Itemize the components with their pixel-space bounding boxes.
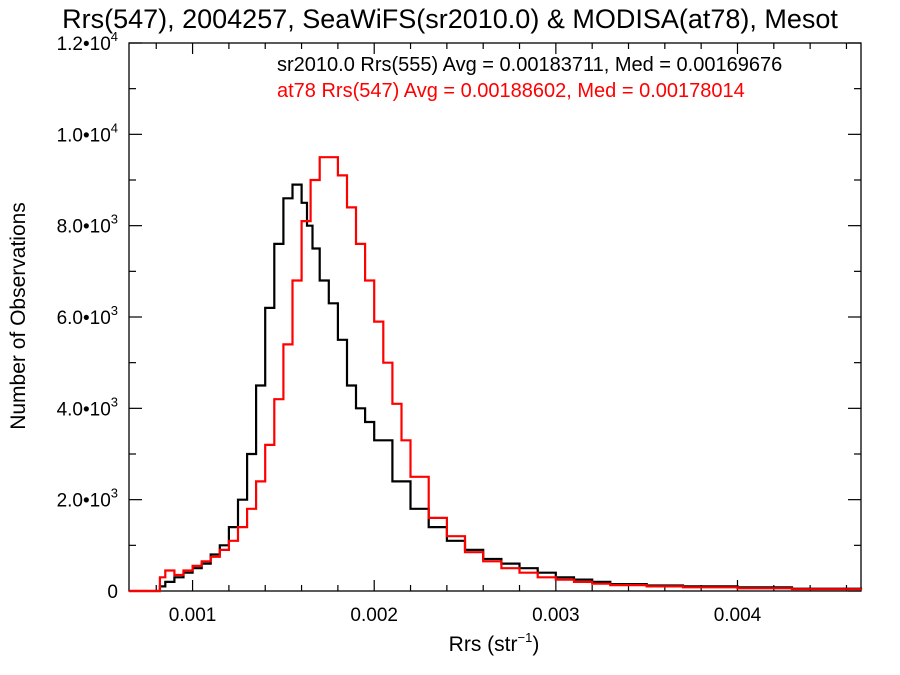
y-tick-label: 1.0•104 bbox=[57, 120, 118, 146]
series-lines bbox=[129, 156, 863, 593]
legend-entry: at78 Rrs(547) Avg = 0.00188602, Med = 0.… bbox=[277, 80, 745, 102]
x-axis-label-main: Rrs (str bbox=[449, 633, 518, 656]
y-axis-label: Number of Observations bbox=[7, 202, 30, 430]
y-tick-label: 0 bbox=[107, 582, 118, 603]
y-tick-label: 8.0•103 bbox=[57, 212, 118, 238]
y-axis: 0 2.0•103 4.0•103 6.0•103 8.0•103 1.0•104 1.2•… bbox=[57, 29, 861, 603]
y-tick-label: 2.0•103 bbox=[57, 486, 118, 512]
series-at78-line bbox=[129, 156, 863, 593]
y-tick-label: 1.2•104 bbox=[57, 29, 118, 55]
x-axis-label-superscript: −1 bbox=[518, 630, 533, 645]
x-axis-label: Rrs (str−1) bbox=[449, 630, 540, 656]
chart-title: Rrs(547), 2004257, SeaWiFS(sr2010.0) & M… bbox=[62, 4, 838, 34]
legend-entry: sr2010.0 Rrs(555) Avg = 0.00183711, Med … bbox=[277, 54, 782, 76]
y-tick-label: 6.0•103 bbox=[57, 303, 118, 329]
y-tick-label: 4.0•103 bbox=[57, 394, 118, 420]
x-tick-label: 0.002 bbox=[350, 605, 398, 626]
legend: sr2010.0 Rrs(555) Avg = 0.00183711, Med … bbox=[277, 54, 782, 102]
x-axis: 0.001 0.002 0.003 0.004 bbox=[155, 43, 848, 626]
x-axis-label-tail: ) bbox=[532, 633, 539, 656]
x-tick-label: 0.004 bbox=[714, 605, 762, 626]
x-tick-label: 0.003 bbox=[532, 605, 580, 626]
x-tick-label: 0.001 bbox=[169, 605, 217, 626]
